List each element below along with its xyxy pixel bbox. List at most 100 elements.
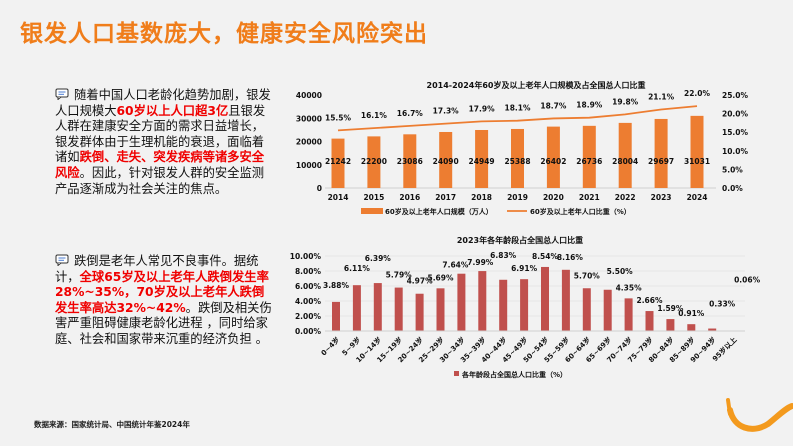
y-tick: 2.00% [295, 312, 322, 321]
body-text: 随着中国人口老龄化趋势加剧，银发人口规模大 [55, 88, 271, 118]
line-data-label: 19.8% [612, 97, 639, 106]
bar [603, 289, 612, 331]
chart-title: 2023年各年龄段占全国总人口比重 [457, 235, 583, 245]
bar-data-label: 24090 [433, 157, 459, 166]
bar [654, 118, 668, 188]
line-data-label: 22.0% [684, 89, 711, 98]
bar-data-label: 4.35% [616, 283, 643, 292]
bar-data-label: 25388 [504, 157, 530, 166]
bar-data-label: 6.39% [365, 254, 392, 263]
bar [367, 136, 381, 188]
chat-icon [55, 254, 71, 267]
bar [582, 288, 591, 331]
bar [403, 134, 417, 188]
y-tick-right: 10.0% [722, 147, 749, 156]
line-data-label: 21.1% [648, 93, 675, 102]
line-data-label: 16.1% [361, 111, 388, 120]
line-series [337, 105, 698, 132]
bar [645, 311, 654, 331]
body-text: 跌倒是老年人常见不良事件。据统计， [55, 254, 259, 284]
bar [436, 288, 445, 331]
y-tick-left: 0 [317, 184, 322, 193]
bar-data-label: 1.59% [657, 304, 684, 313]
bar-data-label: 21242 [325, 157, 351, 166]
bar-data-label: 23086 [397, 157, 423, 166]
bar [546, 126, 560, 188]
data-source: 数据来源：国家统计局、中国统计年鉴2024年 [34, 420, 190, 429]
bar-data-label: 0.06% [734, 276, 761, 285]
bar-data-label: 26402 [540, 157, 566, 166]
bar [708, 328, 717, 331]
bar-data-label: 6.91% [511, 264, 538, 273]
y-tick: 6.00% [295, 282, 322, 291]
x-tick: 2023 [651, 193, 672, 202]
paragraph-aging: 随着中国人口老龄化趋势加剧，银发人口规模大60岁以上人口超3亿且银发人群在建康安… [55, 88, 275, 197]
highlight-text: 全球65岁及以上老年人跌倒发生率28%~35%，70岁及以上老年人跌倒发生率高达… [55, 269, 269, 315]
bar [624, 298, 633, 331]
bar-data-label: 0.33% [709, 300, 736, 309]
bar [332, 301, 340, 331]
bar [511, 128, 524, 188]
bar [439, 131, 453, 188]
bar [352, 285, 361, 331]
bar-data-label: 26736 [576, 157, 602, 166]
line-data-label: 18.1% [504, 104, 531, 113]
bar [618, 122, 632, 188]
chart-title: 2014-2024年60岁及以上老年人口规模及占全国总人口比重 [427, 80, 646, 90]
paragraph-falls: 跌倒是老年人常见不良事件。据统计，全球65岁及以上老年人跌倒发生率28%~35%… [55, 254, 275, 348]
bar-data-label: 31031 [684, 157, 710, 166]
bar [373, 283, 382, 331]
bar-data-label: 7.64% [442, 261, 469, 270]
bar [561, 269, 570, 331]
legend-label-bar: 60岁及以上老年人口规模（万人） [385, 207, 493, 216]
x-tick: 2024 [687, 193, 708, 202]
bar-data-label: 4.97% [407, 277, 434, 286]
body-text: 且银发人群在建康安全方面的需求日益增长，银发群体由于生理机能的衰退，面临着诸如 [55, 103, 266, 165]
x-tick: 2014 [328, 193, 349, 202]
y-tick: 0.00% [295, 327, 322, 336]
y-tick: 4.00% [295, 297, 322, 306]
bar [666, 319, 675, 331]
highlight-text: 60岁以上人口超3亿 [116, 103, 229, 118]
x-tick: 2018 [471, 193, 492, 202]
bar-data-label: 22200 [361, 157, 387, 166]
y-tick: 8.00% [295, 267, 322, 276]
y-tick: 10.00% [290, 252, 322, 261]
chat-icon [55, 88, 71, 101]
bar [690, 115, 704, 188]
bar-data-label: 6.83% [490, 251, 517, 260]
y-tick-right: 15.0% [722, 128, 749, 137]
body-text: 。因此，针对银发人群的安全监测产品逐渐成为社会关注的焦点。 [55, 165, 265, 196]
bar-data-label: 5.70% [574, 271, 601, 280]
bar-data-label: 3.88% [323, 281, 350, 290]
bar-data-label: 5.50% [607, 267, 634, 276]
bar-data-label: 29697 [648, 157, 674, 166]
x-tick: 2020 [543, 193, 564, 202]
x-tick: 2015 [363, 193, 384, 202]
line-data-label: 18.9% [576, 101, 603, 110]
body-text: 。跌倒及相关伤害严重阻碍健康老龄化进程 ，同时给家庭、社会和国家带来沉重的经济负… [55, 300, 272, 346]
line-data-label: 15.5% [325, 113, 352, 122]
x-tick: 2017 [435, 193, 456, 202]
bar-data-label: 0.91% [678, 309, 705, 318]
line-data-label: 16.7% [397, 109, 424, 118]
bar-data-label: 6.11% [344, 264, 371, 273]
y-tick-left: 40000 [296, 91, 322, 100]
y-tick-right: 25.0% [722, 91, 749, 100]
bar [520, 279, 529, 331]
y-tick-right: 0.0% [722, 184, 743, 193]
y-tick-left: 10000 [296, 161, 322, 170]
bar-data-label: 5.69% [427, 273, 454, 282]
bar [475, 129, 489, 188]
legend-label: 各年龄段占全国总人口比重（%） [461, 370, 567, 379]
bar [478, 271, 487, 331]
bar-data-label: 28004 [612, 157, 638, 166]
line-data-label: 17.3% [433, 107, 460, 116]
bar [394, 287, 403, 331]
y-tick-left: 20000 [296, 138, 322, 147]
bar [582, 125, 596, 188]
bar-data-label: 8.54% [532, 252, 559, 261]
bar [687, 324, 696, 331]
